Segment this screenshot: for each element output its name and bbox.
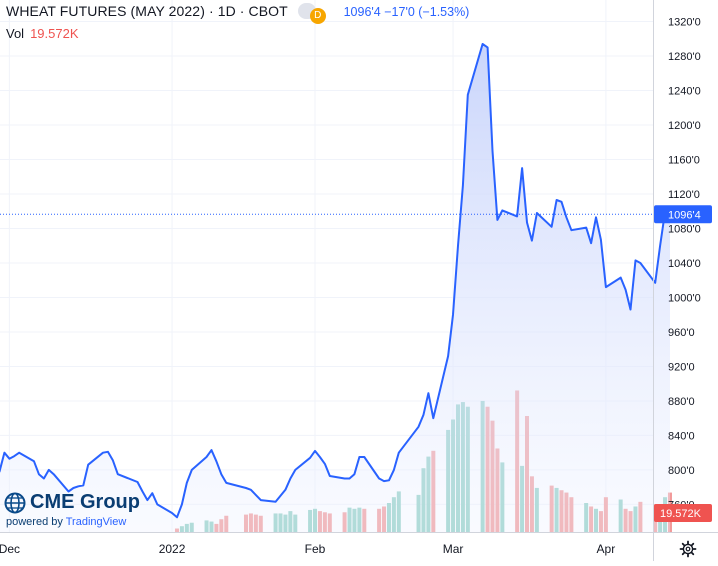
y-tick-label: 800'0 [668, 465, 695, 477]
price-change: −17'0 [384, 5, 415, 19]
x-tick-label: 2022 [159, 542, 186, 556]
y-tick-label: 1120'0 [668, 189, 700, 201]
volume-legend-value: 19.572K [30, 26, 78, 41]
y-tick-label: 1040'0 [668, 258, 701, 270]
y-tick-label: 1280'0 [668, 51, 701, 63]
cme-brand-text: CME Group [30, 491, 140, 514]
gear-icon [679, 540, 697, 558]
y-tick-label: 1240'0 [668, 86, 701, 98]
y-tick-label: 840'0 [668, 430, 695, 442]
last-price: 1096'4 [344, 5, 381, 19]
tradingview-label: TradingView [66, 516, 127, 528]
y-tick-label: 1000'0 [668, 292, 701, 304]
symbol-title[interactable]: WHEAT FUTURES (MAY 2022) · 1D · CBOT [6, 3, 288, 19]
x-tick-label: Mar [443, 542, 464, 556]
price-area-fill [0, 44, 670, 532]
last-price-tag-label: 1096'4 [668, 209, 701, 221]
volume-legend-label: Vol [6, 26, 24, 41]
delayed-badge: D [310, 8, 326, 24]
y-tick-label: 1200'0 [668, 120, 701, 132]
settings-button[interactable] [679, 540, 699, 558]
x-tick-label: Apr [597, 542, 616, 556]
cme-globe-icon [4, 492, 26, 514]
y-tick-label: 880'0 [668, 396, 695, 408]
y-tick-label: 920'0 [668, 361, 695, 373]
cme-watermark: CME Group powered by TradingView [4, 492, 164, 532]
y-tick-label: 960'0 [668, 327, 695, 339]
volume-legend: Vol 19.572K [6, 26, 79, 41]
y-tick-label: 1320'0 [668, 17, 701, 29]
y-tick-label: 1160'0 [668, 155, 700, 167]
y-tick-label: 1080'0 [668, 223, 701, 235]
volume-tag-label: 19.572K [660, 508, 702, 520]
powered-by-label: powered by [6, 516, 63, 528]
price-area [0, 44, 670, 532]
quote-readout: 1096'4 −17'0 (−1.53%) [344, 5, 470, 19]
powered-by-text: powered by TradingView [6, 516, 126, 528]
chart-header: WHEAT FUTURES (MAY 2022) · 1D · CBOT D 1… [6, 3, 469, 24]
x-tick-label: Dec [0, 542, 20, 556]
price-change-pct: (−1.53%) [418, 5, 469, 19]
x-tick-label: Feb [305, 542, 326, 556]
